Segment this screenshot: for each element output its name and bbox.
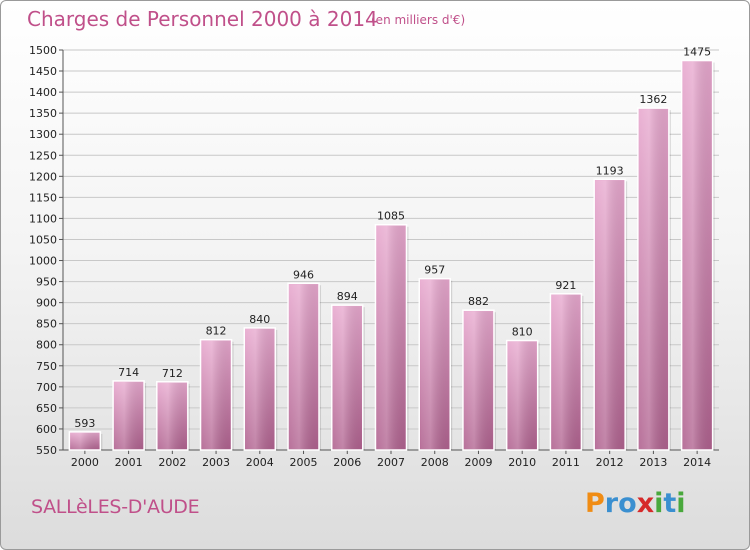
labels: 550 600 650 700 750 800 850 900 950 1000 1050 1100 1…: [29, 44, 711, 469]
bar-highlight: [332, 306, 362, 449]
x-tick-label: 2002: [158, 456, 186, 469]
bar-highlight: [70, 432, 100, 449]
y-tick-label: 1000: [29, 255, 57, 268]
value-label: 882: [468, 295, 489, 308]
chart-subtitle: (en milliers d'€): [371, 13, 466, 27]
value-label: 1475: [683, 46, 711, 59]
x-tick-label: 2001: [115, 456, 143, 469]
y-tick-label: 650: [36, 402, 57, 415]
y-tick-label: 1050: [29, 233, 57, 246]
bar-highlight: [682, 61, 712, 450]
y-tick-label: 1350: [29, 107, 57, 120]
proxiti-logo[interactable]: Proxiti: [585, 488, 686, 519]
x-tick-label: 2006: [333, 456, 361, 469]
x-tick-label: 2003: [202, 456, 230, 469]
value-label: 946: [293, 268, 314, 281]
value-label: 1085: [377, 210, 405, 223]
y-tick-label: 1150: [29, 191, 57, 204]
y-tick-label: 950: [36, 276, 57, 289]
bar-highlight: [289, 284, 319, 449]
logo-letter: i: [654, 488, 664, 519]
x-tick-label: 2000: [71, 456, 99, 469]
logo-letter: o: [618, 488, 637, 519]
bar-highlight: [157, 382, 187, 449]
bar-highlight: [595, 180, 625, 449]
bar-highlight: [420, 279, 450, 449]
logo-letter: x: [636, 488, 655, 519]
bar-highlight: [376, 225, 406, 449]
logo-letter: P: [585, 488, 605, 519]
chart-title: Charges de Personnel 2000 à 2014: [27, 7, 378, 31]
y-tick-label: 1200: [29, 170, 57, 183]
x-tick-label: 2014: [683, 456, 711, 469]
x-tick-label: 2005: [290, 456, 318, 469]
x-tick-label: 2010: [508, 456, 536, 469]
y-tick-label: 900: [36, 297, 57, 310]
bar-highlight: [638, 109, 668, 450]
value-label: 840: [249, 313, 270, 326]
commune-name: SALLèLES-D'AUDE: [31, 496, 200, 518]
y-tick-label: 700: [36, 381, 57, 394]
bar-highlight: [551, 294, 581, 449]
bar-highlight: [463, 311, 493, 449]
y-tick-label: 1250: [29, 149, 57, 162]
value-label: 593: [74, 417, 95, 430]
y-tick-label: 1100: [29, 212, 57, 225]
x-tick-label: 2008: [421, 456, 449, 469]
y-tick-label: 1300: [29, 128, 57, 141]
value-label: 921: [555, 279, 576, 292]
bar-highlight: [245, 328, 275, 449]
y-tick-label: 600: [36, 423, 57, 436]
value-label: 894: [337, 290, 358, 303]
x-tick-label: 2012: [596, 456, 624, 469]
y-tick-label: 750: [36, 360, 57, 373]
logo-letter: t: [663, 488, 677, 519]
y-tick-label: 800: [36, 339, 57, 352]
x-tick-label: 2009: [464, 456, 492, 469]
x-tick-label: 2007: [377, 456, 405, 469]
value-label: 810: [512, 326, 533, 339]
value-label: 812: [206, 325, 227, 338]
x-tick-label: 2004: [246, 456, 274, 469]
bar-highlight: [507, 341, 537, 449]
value-label: 714: [118, 366, 139, 379]
bars: [68, 59, 715, 451]
y-tick-label: 1450: [29, 65, 57, 78]
value-label: 1362: [639, 93, 667, 106]
logo-letter: i: [676, 488, 686, 519]
bar-highlight: [201, 340, 231, 449]
value-label: 957: [424, 264, 445, 277]
logo-letter: r: [604, 488, 619, 519]
x-tick-label: 2013: [639, 456, 667, 469]
y-tick-label: 850: [36, 318, 57, 331]
x-tick-label: 2011: [552, 456, 580, 469]
y-tick-label: 1500: [29, 44, 57, 57]
bar-highlight: [114, 381, 144, 449]
y-tick-label: 1400: [29, 86, 57, 99]
value-label: 712: [162, 367, 183, 380]
y-tick-label: 550: [36, 444, 57, 457]
value-label: 1193: [596, 164, 624, 177]
